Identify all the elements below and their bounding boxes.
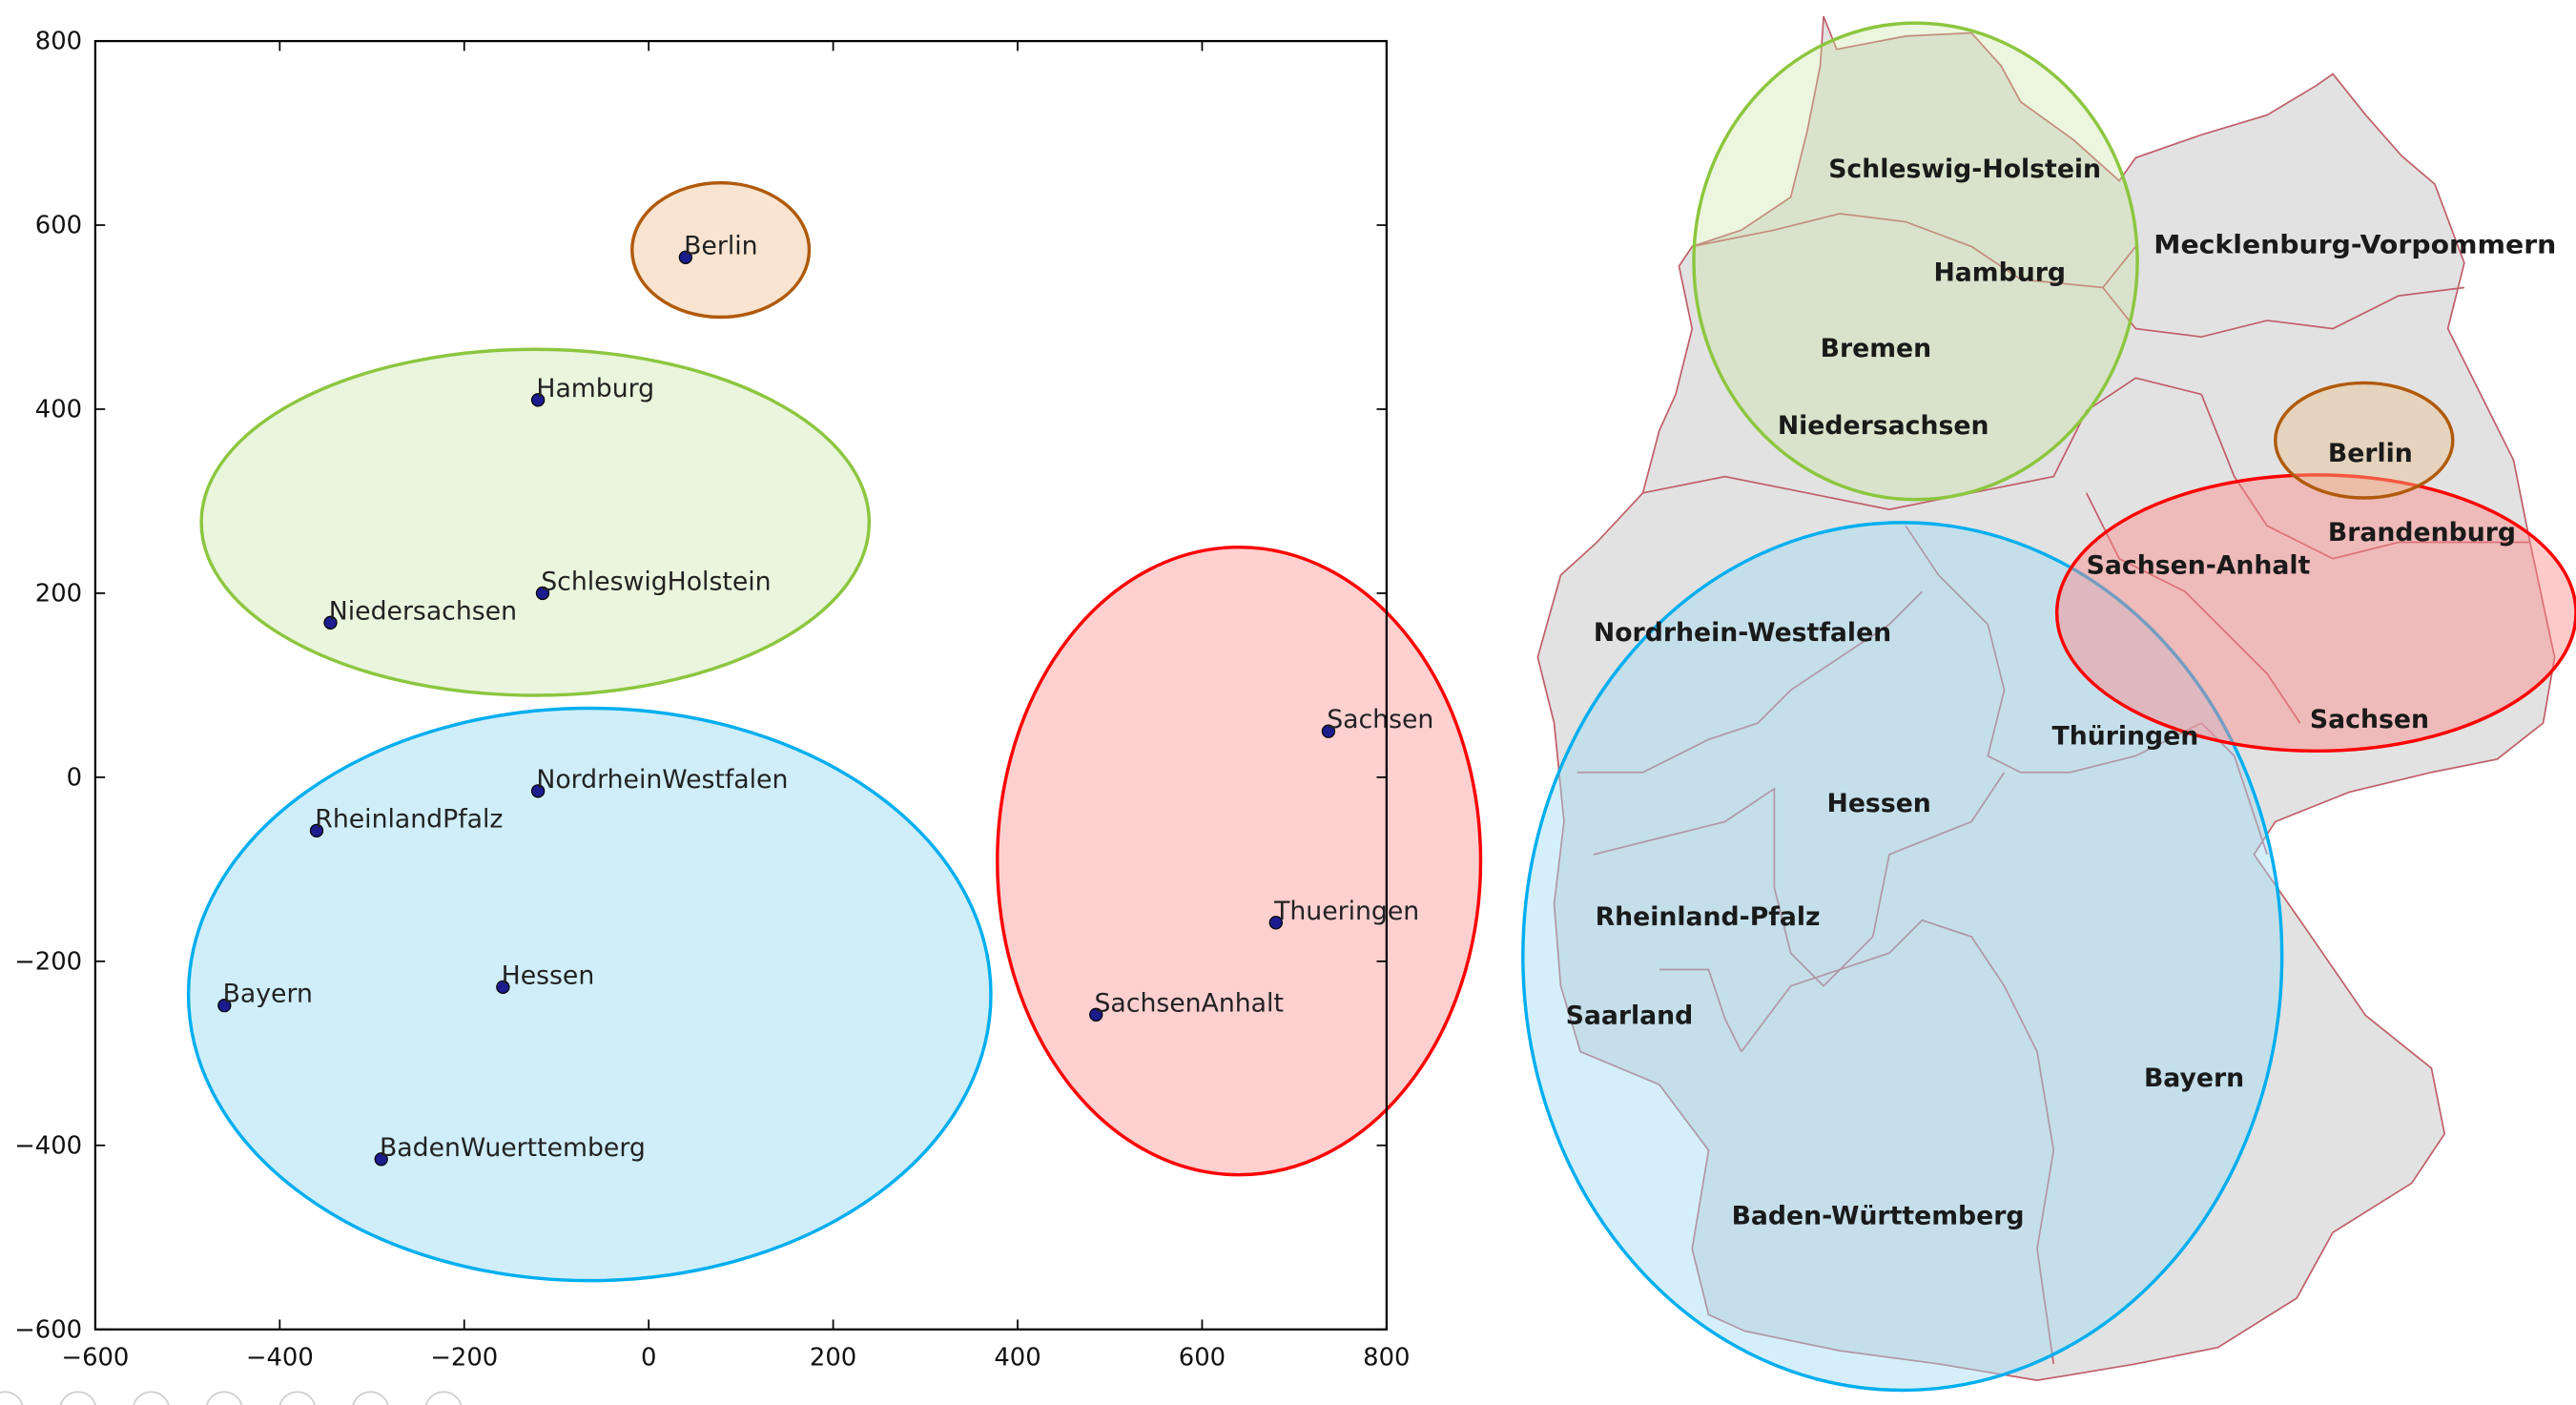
x-tick-label: −400 bbox=[246, 1344, 314, 1373]
map-label-schleswig-holstein: Schleswig-Holstein bbox=[1828, 155, 2101, 184]
axis-ticks: −600 −400 −200 0 200 400 600 800 −600 −400 −200 0 20… bbox=[14, 28, 1410, 1373]
point-label: Niedersachsen bbox=[329, 596, 517, 626]
map-label-hessen: Hessen bbox=[1827, 789, 1931, 818]
data-point bbox=[530, 784, 546, 798]
y-tick-label: −400 bbox=[14, 1131, 82, 1160]
map-label-nordrhein-westfalen: Nordrhein-Westfalen bbox=[1594, 618, 1891, 648]
cluster-ellipse-3 bbox=[996, 545, 1483, 1177]
map-label-sachsen: Sachsen bbox=[2310, 705, 2429, 734]
zoom-icon[interactable] bbox=[278, 1391, 316, 1405]
y-tick-label: 0 bbox=[67, 764, 82, 793]
y-tick-label: 400 bbox=[35, 396, 82, 424]
x-tick-label: 600 bbox=[1179, 1344, 1226, 1373]
map-label-niedersachsen: Niedersachsen bbox=[1778, 411, 1989, 441]
data-point bbox=[1268, 916, 1283, 930]
data-point bbox=[309, 823, 324, 837]
data-point bbox=[535, 586, 550, 601]
back-icon[interactable] bbox=[0, 1391, 24, 1405]
presentation-toolbar bbox=[0, 1391, 463, 1405]
map-labels: Schleswig-Holstein Hamburg Mecklenburg-V… bbox=[1566, 155, 2557, 1230]
more-icon[interactable] bbox=[424, 1391, 463, 1405]
map-label-bremen: Bremen bbox=[1821, 334, 1932, 363]
map-label-saarland: Saarland bbox=[1566, 1001, 1694, 1030]
x-tick-label: 0 bbox=[641, 1344, 656, 1373]
map-ellipse-berlin bbox=[2274, 381, 2455, 500]
data-point bbox=[1089, 1007, 1103, 1022]
data-point bbox=[374, 1152, 388, 1167]
map-label-bayern: Bayern bbox=[2144, 1064, 2244, 1093]
point-label: Sachsen bbox=[1327, 705, 1433, 734]
forward-icon[interactable] bbox=[59, 1391, 96, 1405]
map-label-sachsen-anhalt: Sachsen-Anhalt bbox=[2087, 550, 2311, 580]
cluster-ellipse-0 bbox=[630, 180, 812, 320]
y-tick-label: −200 bbox=[14, 947, 82, 976]
map-ellipse-east bbox=[2055, 473, 2576, 754]
map-label-hamburg: Hamburg bbox=[1933, 258, 2066, 288]
point-label: RheinlandPfalz bbox=[315, 804, 503, 834]
cluster-ellipse-2 bbox=[186, 706, 993, 1283]
screen-icon[interactable] bbox=[352, 1391, 389, 1405]
point-label: Hessen bbox=[502, 961, 595, 990]
data-point bbox=[1321, 724, 1336, 738]
x-tick-label: 400 bbox=[994, 1344, 1041, 1373]
point-label: BadenWuerttemberg bbox=[380, 1133, 646, 1163]
map-label-baden-wuerttemberg: Baden-Württemberg bbox=[1732, 1201, 2025, 1230]
pen-icon[interactable] bbox=[133, 1391, 170, 1405]
data-point bbox=[496, 980, 510, 995]
map-label-berlin: Berlin bbox=[2328, 439, 2413, 468]
data-point bbox=[217, 999, 232, 1013]
point-label: NordrheinWestfalen bbox=[536, 765, 788, 795]
y-tick-label: 800 bbox=[35, 28, 82, 56]
map-label-brandenburg: Brandenburg bbox=[2328, 518, 2516, 548]
layout-icon[interactable] bbox=[206, 1391, 243, 1405]
data-points: Berlin Hamburg SchleswigHolstein Niedersach… bbox=[217, 231, 1433, 1167]
data-point bbox=[678, 250, 693, 264]
y-tick-label: 600 bbox=[35, 212, 82, 240]
map-group-ellipses bbox=[1521, 21, 2576, 1393]
x-tick-label: 200 bbox=[810, 1344, 856, 1373]
point-label: Bayern bbox=[223, 980, 313, 1009]
data-point bbox=[530, 393, 546, 407]
point-label: Thueringen bbox=[1273, 897, 1419, 926]
plot-frame bbox=[93, 39, 1388, 1331]
y-tick-label: −600 bbox=[14, 1315, 82, 1344]
point-label: SchleswigHolstein bbox=[541, 567, 771, 596]
map-label-thueringen: Thüringen bbox=[2051, 721, 2198, 751]
map-ellipse-west-south bbox=[1521, 521, 2284, 1393]
y-tick-label: 200 bbox=[35, 580, 82, 609]
scatter-chart: Berlin Hamburg SchleswigHolstein Niedersach… bbox=[14, 28, 1483, 1373]
x-tick-label: −200 bbox=[430, 1344, 498, 1373]
cluster-ellipse-1 bbox=[199, 347, 872, 697]
map-ellipse-north bbox=[1692, 21, 2139, 502]
point-label: Berlin bbox=[684, 231, 757, 260]
x-tick-label: 800 bbox=[1363, 1344, 1410, 1373]
data-point bbox=[323, 615, 338, 630]
map-label-mecklenburg-vorpommern: Mecklenburg-Vorpommern bbox=[2154, 230, 2556, 259]
point-label: Hamburg bbox=[536, 374, 654, 403]
germany-map: Schleswig-Holstein Hamburg Mecklenburg-V… bbox=[1521, 15, 2576, 1393]
point-label: SachsenAnhalt bbox=[1094, 988, 1283, 1018]
map-label-rheinland-pfalz: Rheinland-Pfalz bbox=[1596, 902, 1821, 932]
x-tick-label: −600 bbox=[61, 1344, 129, 1373]
germany-outline bbox=[1536, 15, 2556, 1382]
cluster-ellipses bbox=[186, 180, 1483, 1283]
